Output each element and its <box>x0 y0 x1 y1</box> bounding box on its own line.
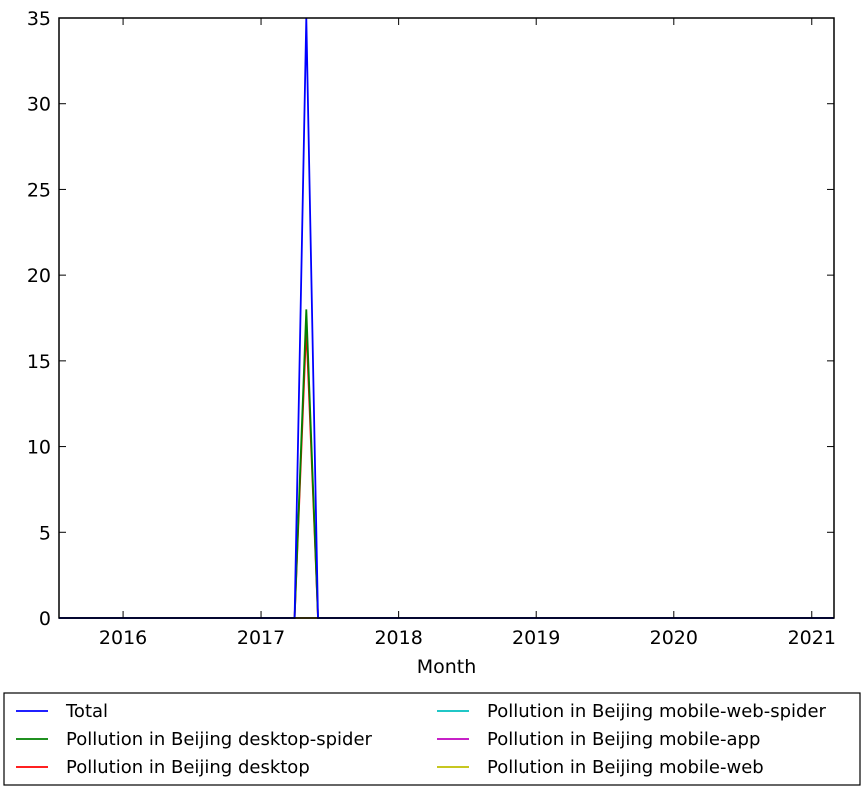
x-tick-label: 2016 <box>99 627 147 649</box>
y-tick-label: 0 <box>39 608 51 630</box>
y-tick-label: 30 <box>27 94 51 116</box>
y-tick-label: 10 <box>27 437 51 459</box>
x-tick-label: 2017 <box>237 627 285 649</box>
series-line-0 <box>59 17 834 619</box>
series-line-2 <box>59 326 834 619</box>
legend-label: Pollution in Beijing mobile-web-spider <box>487 701 827 722</box>
x-axis: 2016 2017 2018 2019 2020 2021 <box>99 18 836 649</box>
legend-frame <box>3 692 861 786</box>
x-axis-label: Month <box>417 656 477 678</box>
legend-label: Total <box>65 701 108 722</box>
x-tick-label: 2019 <box>512 627 560 649</box>
legend: Total Pollution in Beijing desktop-spider… <box>3 692 861 786</box>
legend-label: Pollution in Beijing desktop-spider <box>66 729 373 750</box>
y-tick-label: 15 <box>27 351 51 373</box>
series-line-1 <box>59 309 834 619</box>
x-tick-label: 2020 <box>650 627 698 649</box>
y-axis: 0 5 10 15 20 25 30 35 <box>27 8 834 630</box>
legend-label: Pollution in Beijing desktop <box>66 757 310 778</box>
y-tick-label: 20 <box>27 265 51 287</box>
y-tick-label: 25 <box>27 179 51 201</box>
x-tick-label: 2021 <box>788 627 836 649</box>
legend-label: Pollution in Beijing mobile-app <box>487 729 760 750</box>
x-tick-label: 2018 <box>374 627 422 649</box>
y-tick-label: 5 <box>39 522 51 544</box>
plot-lines <box>59 17 834 619</box>
y-tick-label: 35 <box>27 8 51 30</box>
plot-frame <box>58 17 835 619</box>
legend-label: Pollution in Beijing mobile-web <box>487 757 764 778</box>
